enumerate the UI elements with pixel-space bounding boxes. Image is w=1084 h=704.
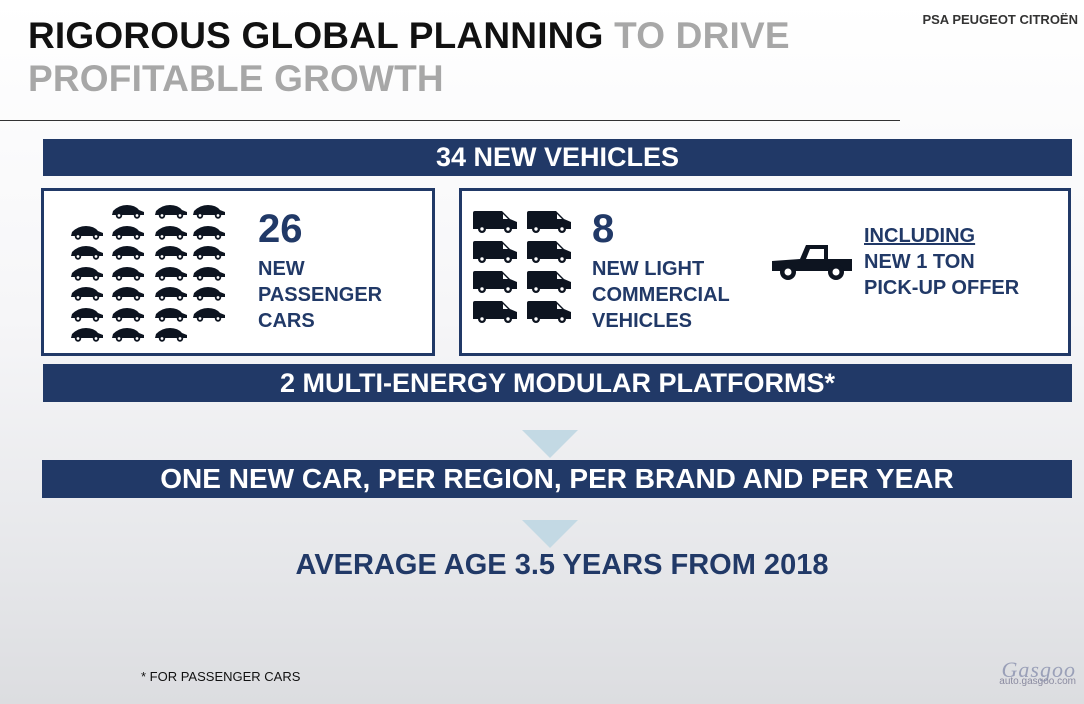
passenger-label: NEW PASSENGER CARS xyxy=(258,256,382,334)
lcv-label-line3: VEHICLES xyxy=(592,310,693,332)
title-light-part: TO DRIVE PROFITABLE GROWTH xyxy=(28,15,790,99)
car-icon xyxy=(154,326,188,342)
region-banner: ONE NEW CAR, PER REGION, PER BRAND AND P… xyxy=(42,460,1072,498)
van-icon xyxy=(472,270,518,294)
car-icon xyxy=(154,224,188,240)
lcv-label: NEW LIGHT COMMERCIAL VEHICLES xyxy=(592,256,730,334)
car-icon xyxy=(111,306,145,322)
page-title: RIGOROUS GLOBAL PLANNING TO DRIVE PROFIT… xyxy=(28,14,888,100)
watermark-logo: Gasgoo xyxy=(1001,657,1076,682)
van-icon xyxy=(526,300,572,324)
title-divider xyxy=(0,120,900,121)
pickup-label: INCLUDING NEW 1 TON PICK-UP OFFER xyxy=(864,223,1019,301)
car-icon xyxy=(70,285,104,301)
lcv-label-line1: NEW LIGHT xyxy=(592,258,705,280)
title-dark-part: RIGOROUS GLOBAL PLANNING xyxy=(28,15,604,56)
new-vehicles-banner: 34 NEW VEHICLES xyxy=(43,139,1072,176)
van-icon xyxy=(526,240,572,264)
lcv-label-line2: COMMERCIAL xyxy=(592,284,730,306)
footnote: * FOR PASSENGER CARS xyxy=(141,669,301,684)
car-icon xyxy=(70,224,104,240)
car-icon xyxy=(192,265,226,281)
passenger-label-line2: PASSENGER xyxy=(258,284,383,306)
car-icon xyxy=(192,285,226,301)
van-icon xyxy=(526,270,572,294)
lcv-count: 8 xyxy=(592,207,615,251)
van-icon xyxy=(472,240,518,264)
van-icon xyxy=(472,210,518,234)
pickup-label-line1: INCLUDING xyxy=(864,225,976,247)
car-icon xyxy=(154,306,188,322)
platforms-banner: 2 MULTI-ENERGY MODULAR PLATFORMS* xyxy=(43,364,1072,402)
light-commercial-box: 8 NEW LIGHT COMMERCIAL VEHICLES INCLUDIN… xyxy=(459,188,1071,356)
passenger-cars-box: 26 NEW PASSENGER CARS xyxy=(41,188,435,356)
car-icon xyxy=(192,224,226,240)
average-age-text: AVERAGE AGE 3.5 YEARS FROM 2018 xyxy=(295,549,829,581)
passenger-count: 26 xyxy=(258,207,303,251)
car-icon xyxy=(154,265,188,281)
car-icon xyxy=(70,265,104,281)
car-icon xyxy=(70,244,104,260)
passenger-label-line3: CARS xyxy=(258,310,315,332)
car-icon xyxy=(192,203,226,219)
car-icon xyxy=(192,244,226,260)
car-icon xyxy=(70,306,104,322)
car-icon xyxy=(70,326,104,342)
car-icon xyxy=(111,326,145,342)
pickup-truck-icon xyxy=(772,245,852,280)
car-icon xyxy=(154,285,188,301)
car-icon xyxy=(154,203,188,219)
brand-logo-text: PSA PEUGEOT CITROËN xyxy=(922,12,1078,27)
down-arrow-icon xyxy=(522,430,578,458)
watermark-url: auto.gasgoo.com xyxy=(999,676,1076,687)
pickup-label-line2: NEW 1 TON xyxy=(864,251,975,273)
van-icon xyxy=(526,210,572,234)
car-icon xyxy=(111,244,145,260)
car-icon xyxy=(192,306,226,322)
passenger-label-line1: NEW xyxy=(258,258,305,280)
van-icon xyxy=(472,300,518,324)
car-icon xyxy=(111,285,145,301)
pickup-label-line3: PICK-UP OFFER xyxy=(864,277,1020,299)
car-icon xyxy=(111,203,145,219)
gasgoo-watermark: Gasgoo auto.gasgoo.com xyxy=(999,657,1076,688)
down-arrow-icon xyxy=(522,520,578,548)
car-icon xyxy=(111,224,145,240)
car-icon xyxy=(154,244,188,260)
car-icon xyxy=(111,265,145,281)
